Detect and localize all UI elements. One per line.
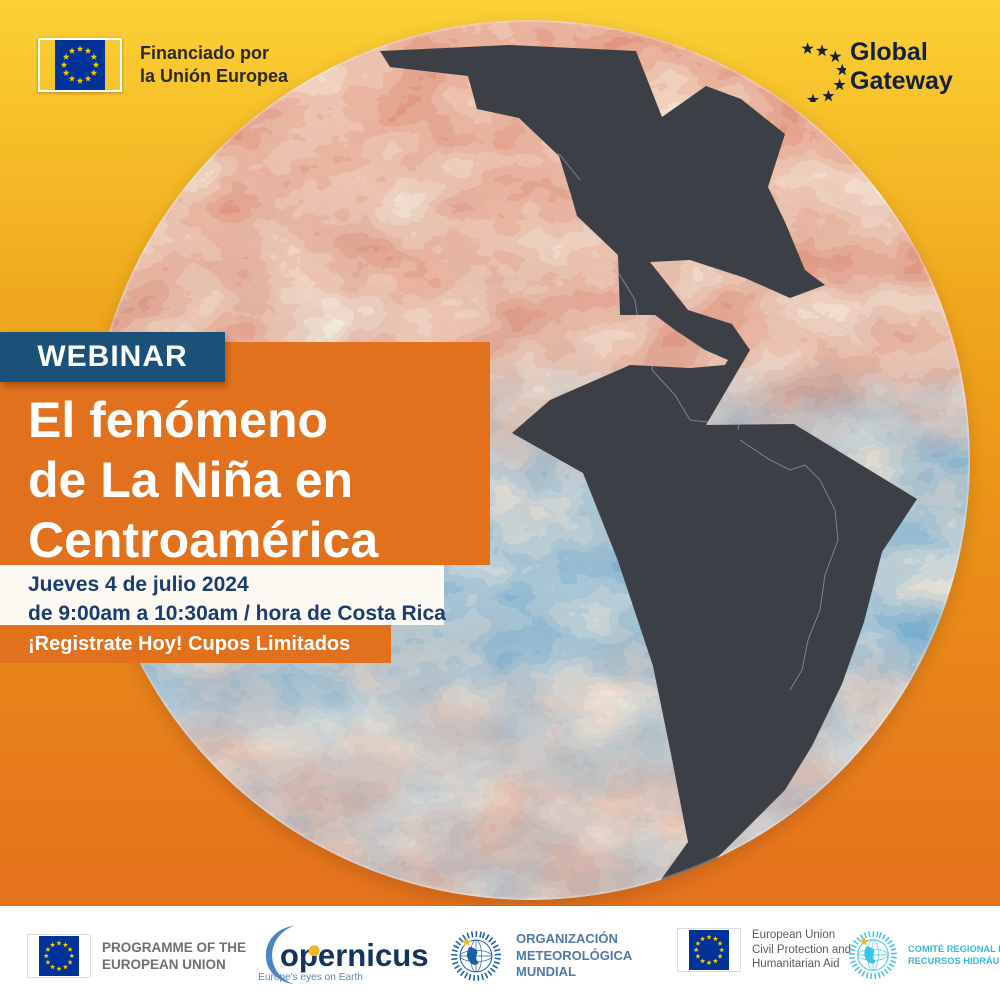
svg-text:opernicus: opernicus: [280, 938, 429, 973]
svg-text:Europe's eyes on Earth: Europe's eyes on Earth: [258, 972, 363, 983]
